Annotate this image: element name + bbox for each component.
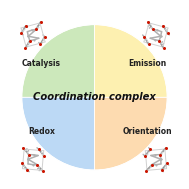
Wedge shape <box>22 25 94 97</box>
Text: Redox: Redox <box>28 127 55 136</box>
Wedge shape <box>94 25 167 97</box>
Text: Emission: Emission <box>128 59 167 68</box>
Wedge shape <box>94 97 167 170</box>
Text: Catalysis: Catalysis <box>22 59 61 68</box>
Text: Coordination complex: Coordination complex <box>33 92 156 102</box>
Wedge shape <box>22 97 94 170</box>
Text: Orientation: Orientation <box>123 127 172 136</box>
